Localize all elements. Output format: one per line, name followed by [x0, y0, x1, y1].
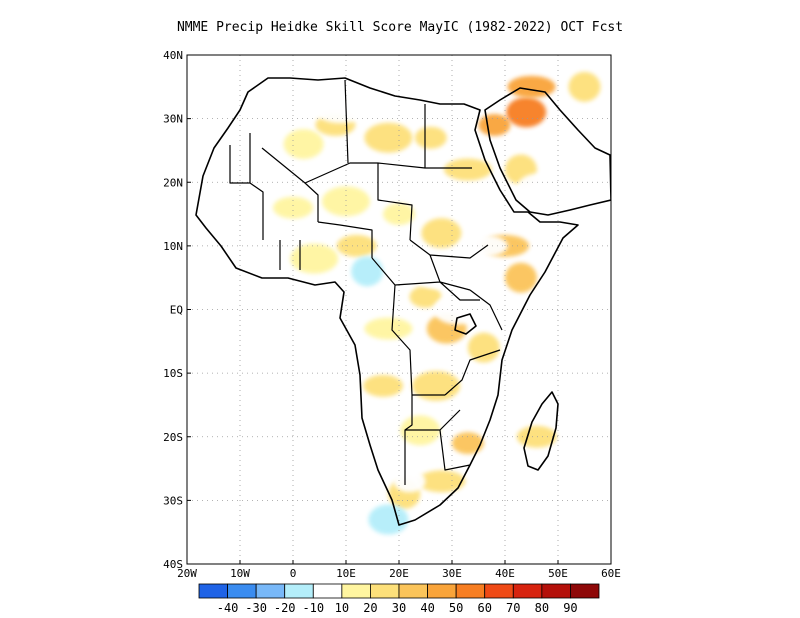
colorbar: -40 -30 -20 -10 10 20 30 40 50 60 70 80 90 — [198, 583, 600, 615]
colorbar-swatch — [341, 583, 371, 599]
lon-tick-label: 0 — [290, 567, 297, 580]
skill-area — [451, 432, 484, 455]
skill-area — [409, 285, 442, 308]
colorbar-swatch — [255, 583, 286, 599]
lat-tick-label: 10S — [163, 367, 183, 380]
colorbar-label: -10 — [302, 601, 324, 615]
skill-area — [504, 262, 537, 293]
colorbar-label: -30 — [245, 601, 267, 615]
colorbar-label: 10 — [335, 601, 349, 615]
lat-tick-label: 40N — [163, 49, 183, 62]
lon-tick-label: 10E — [336, 567, 356, 580]
skill-shading — [216, 71, 601, 535]
lat-tick-label: 30S — [163, 494, 183, 507]
colorbar-label: 60 — [477, 601, 491, 615]
colorbar-swatch — [198, 583, 228, 599]
colorbar-label: 40 — [420, 601, 434, 615]
skill-area — [412, 370, 461, 401]
colorbar-swatch — [512, 583, 543, 599]
colorbar-label: 70 — [506, 601, 520, 615]
colorbar-swatch — [427, 583, 457, 599]
colorbar-swatch — [370, 583, 400, 599]
map-gridlines — [187, 55, 611, 564]
colorbar-label: 30 — [392, 601, 406, 615]
skill-area — [516, 173, 557, 204]
skill-area — [443, 158, 492, 181]
colorbar-swatch — [312, 583, 343, 599]
lat-tick-label: 10N — [163, 240, 183, 253]
border-lines — [229, 79, 503, 485]
skill-area — [421, 218, 462, 249]
skill-area — [273, 196, 313, 219]
skill-area — [467, 332, 500, 363]
colorbar-label: 90 — [563, 601, 577, 615]
colorbar-label: -40 — [217, 601, 239, 615]
colorbar-swatch — [284, 583, 314, 599]
lon-tick-label: 40E — [495, 567, 515, 580]
colorbar-swatch — [541, 583, 571, 599]
colorbar-swatch — [570, 583, 600, 599]
skill-area — [393, 470, 426, 493]
colorbar-swatch — [484, 583, 514, 599]
skill-area — [363, 374, 404, 397]
skill-area — [368, 504, 409, 535]
lat-tick-label: EQ — [170, 304, 183, 317]
madagascar — [523, 391, 559, 471]
lon-tick-label: 50E — [548, 567, 568, 580]
skill-area — [478, 113, 511, 136]
lake-victoria — [454, 313, 477, 335]
skill-area — [506, 97, 547, 128]
skill-area — [283, 129, 324, 160]
lon-tick-label: 20E — [389, 567, 409, 580]
skill-area — [316, 101, 365, 124]
lon-tick-label: 20W — [177, 567, 197, 580]
skill-area — [336, 234, 377, 257]
skill-area — [568, 71, 601, 102]
colorbar-swatch — [455, 583, 486, 599]
skill-area — [322, 186, 370, 217]
skill-area — [356, 164, 389, 187]
skill-area — [417, 470, 466, 493]
lat-tick-label: 20S — [163, 431, 183, 444]
lat-tick-label: 20N — [163, 176, 183, 189]
latitude-ticks: 40N 30N 20N 10N EQ 10S 20S 30S 40S — [163, 49, 191, 571]
skill-area — [364, 317, 413, 340]
colorbar-label: -20 — [274, 601, 296, 615]
skill-area — [383, 203, 415, 226]
skill-area — [459, 234, 508, 257]
arabian-peninsula — [484, 87, 611, 216]
lon-tick-label: 10W — [230, 567, 250, 580]
map-title: NMME Precip Heidke Skill Score MayIC (19… — [176, 20, 624, 35]
colorbar-swatch — [398, 583, 428, 599]
country-borders — [195, 77, 611, 526]
skill-area — [290, 243, 339, 274]
colorbar-label: 80 — [535, 601, 549, 615]
lon-tick-label: 30E — [442, 567, 462, 580]
colorbar-label: 50 — [449, 601, 463, 615]
skill-area — [364, 122, 413, 153]
skill-area — [516, 425, 557, 448]
colorbar-swatch — [227, 583, 257, 599]
longitude-ticks: 20W 10W 0 10E 20E 30E 40E 50E 60E — [177, 560, 621, 580]
colorbar-label: 20 — [363, 601, 377, 615]
skill-area — [351, 256, 384, 287]
lat-tick-label: 30N — [163, 113, 183, 126]
lon-tick-label: 60E — [601, 567, 621, 580]
skill-area — [507, 75, 556, 98]
skill-area — [414, 126, 447, 149]
lat-tick-label: 40S — [163, 558, 183, 571]
